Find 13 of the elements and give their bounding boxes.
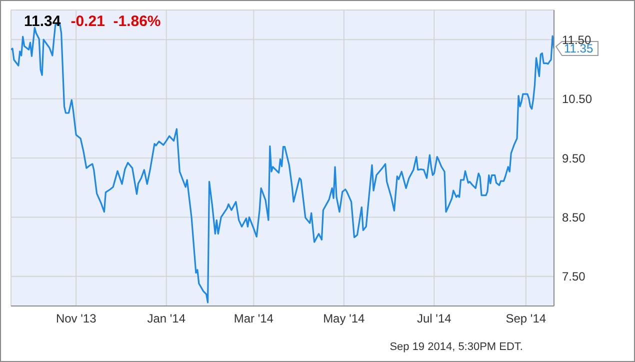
x-tick-label: May '14 [323,312,366,326]
x-tick-label: Jan '14 [147,312,186,326]
chart-title: 11.34 [24,13,61,30]
y-tick-label: 7.50 [562,270,586,284]
y-tick-label: 9.50 [562,151,586,166]
x-tick-label: Mar '14 [234,312,274,326]
x-tick-label: Jul '14 [417,312,452,326]
x-tick-label: Sep '14 [506,312,546,326]
y-tick-label: 8.50 [562,210,586,224]
x-tick-label: Nov '13 [56,312,97,326]
chart-subtitle: -0.21 -1.86% [70,13,161,30]
y-tick-label: 10.50 [562,92,592,106]
text: Sep 19 2014, 5:30PM EDT. [390,341,523,353]
